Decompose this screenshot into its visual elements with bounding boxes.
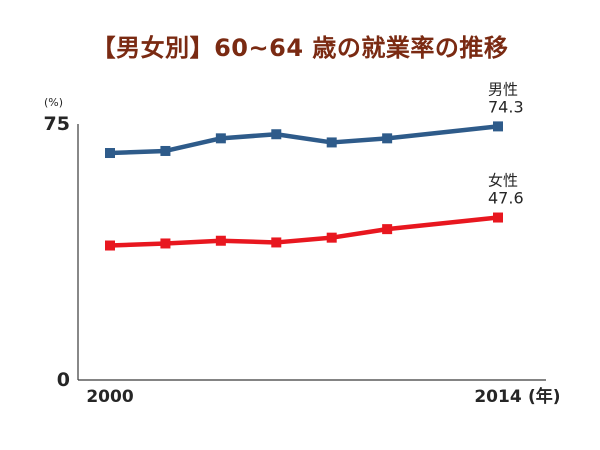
- series-1-point-1: [160, 238, 171, 249]
- series-0-value-label: 74.3: [488, 97, 524, 116]
- series-0-point-1: [160, 145, 171, 156]
- x-axis-unit: (年): [528, 386, 561, 407]
- series-1-point-5: [382, 224, 393, 235]
- series-0-point-0: [105, 148, 115, 159]
- series-1-name-label: 女性: [488, 172, 518, 190]
- x-tick-label-2000: 2000: [86, 387, 133, 407]
- series-0-point-2: [215, 133, 226, 144]
- series-1-point-2: [215, 235, 226, 246]
- series-1-point-6: [493, 212, 503, 223]
- series-0-point-6: [493, 121, 503, 132]
- series-0-name-label: 男性: [488, 80, 518, 98]
- series-1-point-0: [105, 240, 115, 251]
- series-0-point-3: [271, 129, 282, 140]
- x-tick-label-2014: 2014: [474, 387, 521, 407]
- series-0-point-4: [326, 137, 337, 148]
- series-1-point-3: [271, 237, 282, 248]
- series-0-point-5: [382, 133, 393, 144]
- chart-title: 【男女別】60~64 歳の就業率の推移: [91, 34, 509, 62]
- series-1-point-4: [326, 232, 337, 243]
- y-axis-unit: (%): [44, 96, 63, 109]
- series-1-value-label: 47.6: [488, 189, 524, 208]
- y-tick-label-75: 75: [44, 113, 70, 135]
- y-tick-label-0: 0: [57, 369, 70, 391]
